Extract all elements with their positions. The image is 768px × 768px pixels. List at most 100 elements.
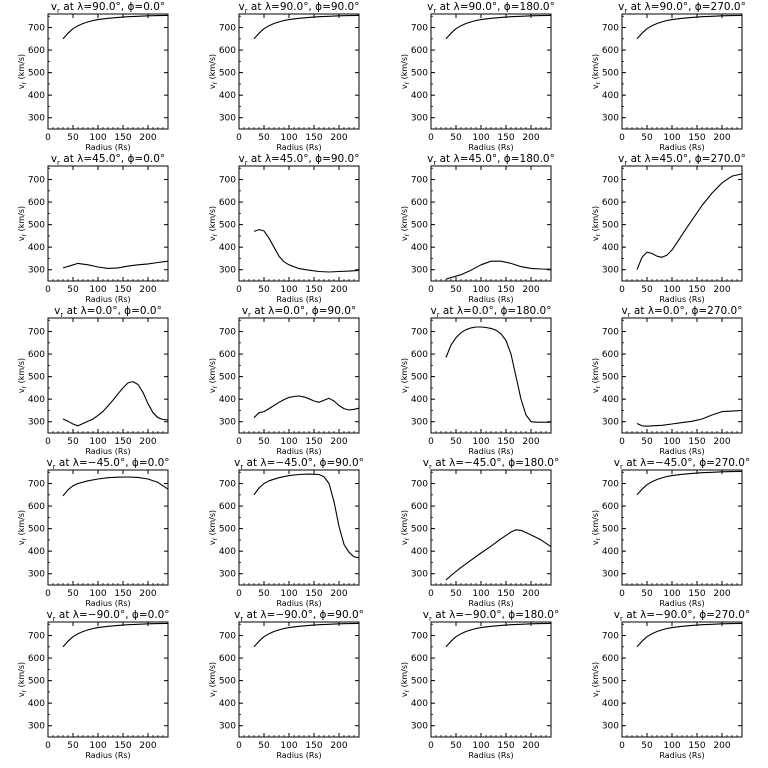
y-tick-label: 400 [219, 395, 236, 405]
x-tick-label: 0 [236, 437, 242, 447]
y-tick-label: 400 [28, 91, 45, 101]
y-tick-label: 600 [219, 502, 236, 512]
y-tick-label: 400 [602, 547, 619, 557]
x-tick-label: 150 [305, 133, 322, 143]
series-line-1 [636, 14, 743, 40]
x-tick-label: 200 [330, 741, 347, 751]
x-axis-label: Radius (Rs) [659, 143, 704, 152]
panel-5: vr at λ=45.0°, ϕ=0.0° 0 50 100 150 200 300 400 5… [17, 153, 169, 304]
x-tick-label: 150 [114, 133, 131, 143]
panel-title: vr at λ=45.0°, ϕ=90.0° [238, 153, 359, 167]
panel-16: vr at λ=−45.0°, ϕ=270.0° 0 50 100 150 200 300 4… [591, 457, 750, 608]
y-tick-label: 500 [602, 525, 619, 535]
x-tick-label: 50 [641, 285, 653, 295]
x-tick-label: 50 [641, 741, 653, 751]
y-tick-label: 700 [28, 24, 45, 34]
panel-title: vr at λ=−90.0°, ϕ=90.0° [234, 609, 364, 623]
series-line-1 [445, 326, 551, 423]
x-axis-label: Radius (Rs) [276, 295, 321, 304]
x-tick-label: 150 [497, 589, 514, 599]
y-tick-label: 500 [602, 677, 619, 687]
y-tick-label: 600 [219, 350, 236, 360]
x-tick-label: 100 [472, 437, 489, 447]
y-tick-label: 500 [411, 525, 428, 535]
series-line-1 [253, 473, 360, 559]
y-axis-label: vr (km/s) [591, 206, 602, 241]
x-tick-label: 0 [45, 133, 51, 143]
y-tick-label: 600 [602, 46, 619, 56]
y-tick-label: 600 [602, 350, 619, 360]
y-tick-label: 400 [28, 243, 45, 253]
y-tick-label: 600 [219, 654, 236, 664]
x-axis-label: Radius (Rs) [659, 599, 704, 608]
x-tick-label: 0 [45, 741, 51, 751]
panel-12: vr at λ=0.0°, ϕ=270.0° 0 50 100 150 200 300 400… [591, 305, 743, 456]
y-tick-label: 400 [602, 395, 619, 405]
y-tick-label: 600 [411, 350, 428, 360]
y-tick-label: 600 [28, 198, 45, 208]
x-tick-label: 100 [472, 133, 489, 143]
x-tick-label: 200 [522, 437, 539, 447]
panel-title: vr at λ=90.0°, ϕ=270.0° [618, 1, 746, 15]
x-tick-label: 50 [67, 285, 79, 295]
x-tick-label: 100 [663, 589, 680, 599]
y-axis-label: vr (km/s) [208, 510, 219, 545]
y-tick-label: 300 [219, 114, 236, 124]
x-tick-label: 100 [280, 741, 297, 751]
x-tick-label: 100 [280, 285, 297, 295]
x-axis-label: Radius (Rs) [276, 143, 321, 152]
series-line-1 [62, 260, 169, 269]
x-axis-label: Radius (Rs) [659, 447, 704, 456]
series-line-1 [62, 14, 169, 40]
x-tick-label: 200 [713, 741, 730, 751]
y-tick-label: 400 [28, 699, 45, 709]
y-tick-label: 400 [602, 243, 619, 253]
series-line-1 [62, 476, 169, 497]
panel-title: vr at λ=0.0°, ϕ=0.0° [54, 305, 162, 319]
x-tick-label: 200 [522, 285, 539, 295]
x-tick-label: 0 [428, 133, 434, 143]
x-tick-label: 100 [472, 741, 489, 751]
y-tick-label: 400 [602, 91, 619, 101]
panel-13: vr at λ=−45.0°, ϕ=0.0° 0 50 100 150 200 300 400… [17, 457, 170, 608]
y-tick-label: 600 [28, 46, 45, 56]
x-tick-label: 200 [522, 133, 539, 143]
panel-title: vr at λ=0.0°, ϕ=270.0° [621, 305, 742, 319]
y-tick-label: 500 [28, 525, 45, 535]
panel-title: vr at λ=90.0°, ϕ=0.0° [51, 1, 165, 15]
x-tick-label: 150 [497, 285, 514, 295]
x-tick-label: 100 [89, 589, 106, 599]
y-tick-label: 700 [219, 176, 236, 186]
x-tick-label: 200 [713, 437, 730, 447]
y-tick-label: 300 [602, 722, 619, 732]
x-tick-label: 0 [619, 285, 625, 295]
x-tick-label: 150 [688, 285, 705, 295]
x-tick-label: 150 [305, 437, 322, 447]
x-tick-label: 200 [713, 285, 730, 295]
y-tick-label: 500 [219, 373, 236, 383]
x-tick-label: 0 [45, 285, 51, 295]
y-axis-label: vr (km/s) [17, 510, 28, 545]
y-tick-label: 700 [28, 328, 45, 338]
x-tick-label: 50 [450, 133, 462, 143]
y-tick-label: 300 [28, 722, 45, 732]
panel-18: vr at λ=−90.0°, ϕ=90.0° 0 50 100 150 200 300 40… [208, 609, 364, 760]
y-tick-label: 300 [219, 418, 236, 428]
x-tick-label: 150 [114, 285, 131, 295]
x-tick-label: 50 [450, 589, 462, 599]
x-tick-label: 150 [688, 437, 705, 447]
y-tick-label: 300 [602, 418, 619, 428]
x-axis-label: Radius (Rs) [276, 599, 321, 608]
y-tick-label: 700 [602, 632, 619, 642]
y-axis-label: vr (km/s) [208, 206, 219, 241]
y-tick-label: 300 [411, 114, 428, 124]
y-axis-label: vr (km/s) [591, 358, 602, 393]
y-tick-label: 500 [411, 69, 428, 79]
y-tick-label: 300 [219, 266, 236, 276]
y-tick-label: 600 [411, 502, 428, 512]
x-tick-label: 150 [497, 133, 514, 143]
y-axis-label: vr (km/s) [208, 54, 219, 89]
y-tick-label: 600 [602, 198, 619, 208]
y-axis-label: vr (km/s) [591, 54, 602, 89]
x-tick-label: 100 [280, 437, 297, 447]
